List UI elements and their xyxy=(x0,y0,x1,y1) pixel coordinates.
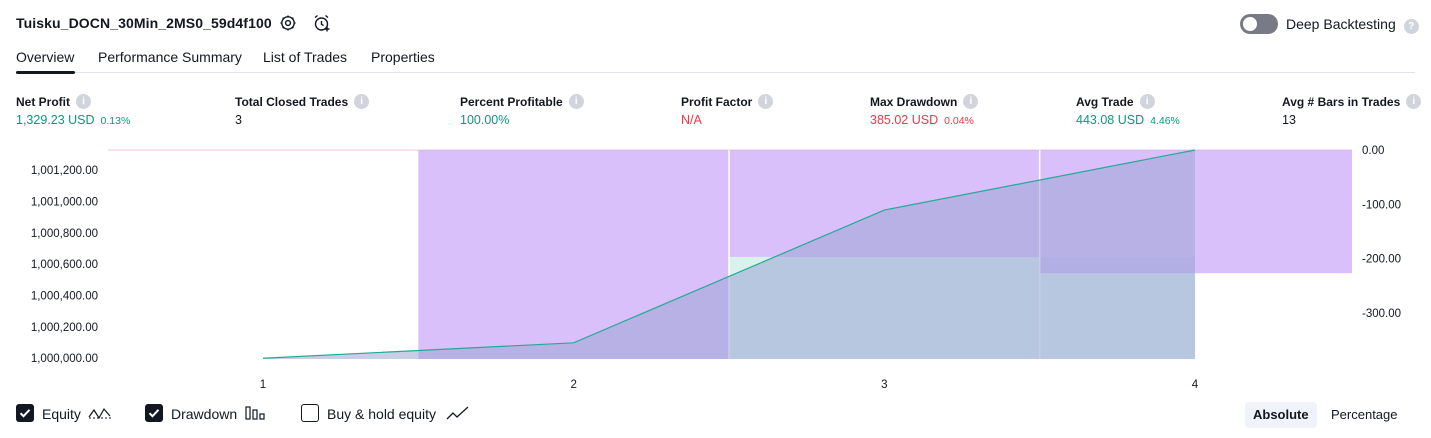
deep-backtesting-label: Deep Backtesting ? xyxy=(1286,16,1419,34)
deep-backtesting-text: Deep Backtesting xyxy=(1286,16,1396,32)
strategy-title: Tuisku_DOCN_30Min_2MS0_59d4f100 xyxy=(16,15,272,31)
x-tick-label: 2 xyxy=(570,379,576,391)
y-right-tick-label: -300.00 xyxy=(1362,308,1401,320)
x-tick-label: 3 xyxy=(881,379,887,391)
deep-backtesting-toggle[interactable] xyxy=(1240,14,1278,34)
stat-total-closed-trades-label: Total Closed Trades i xyxy=(235,94,370,109)
stat-label-text: Profit Factor xyxy=(681,94,753,109)
y-left-tick-label: 1,000,200.00 xyxy=(31,322,98,334)
stat-label-text: Avg # Bars in Trades xyxy=(1282,94,1401,109)
percentage-mode-button[interactable]: Percentage xyxy=(1331,407,1398,422)
stat-avg-trade-value: 443.08 USD 4.46% xyxy=(1076,113,1180,127)
x-tick-label: 4 xyxy=(1192,379,1199,391)
equity-drawdown-chart[interactable]: 1,000,000.00 1,000,200.00 1,000,400.00 1,00… xyxy=(0,140,1431,396)
toggle-knob xyxy=(1243,17,1257,31)
drawdown-bars-icon xyxy=(244,404,268,427)
stat-label-text: Avg Trade xyxy=(1076,94,1134,109)
stat-percent-profitable-label: Percent Profitable i xyxy=(460,94,584,109)
stat-avg-bars-label: Avg # Bars in Trades i xyxy=(1282,94,1422,109)
stat-pct-text: 4.46% xyxy=(1150,115,1180,127)
equity-line-icon xyxy=(88,404,112,427)
stat-max-drawdown-value: 385.02 USD 0.04% xyxy=(870,113,974,127)
equity-area xyxy=(263,150,1196,359)
help-icon[interactable]: ? xyxy=(1403,19,1419,34)
stat-value-text: 13 xyxy=(1282,113,1296,127)
alarm-clock-add-icon[interactable] xyxy=(313,14,331,32)
stat-value-text: 443.08 USD xyxy=(1076,113,1145,127)
stat-avg-trade-label: Avg Trade i xyxy=(1076,94,1155,109)
stat-max-drawdown-label: Max Drawdown i xyxy=(870,94,979,109)
tab-list-of-trades[interactable]: List of Trades xyxy=(263,49,348,65)
info-icon[interactable]: i xyxy=(568,94,584,109)
stat-pct-text: 0.13% xyxy=(100,115,131,127)
tab-properties[interactable]: Properties xyxy=(371,49,435,65)
info-icon[interactable]: i xyxy=(758,94,774,109)
stat-net-profit-value: 1,329.23 USD 0.13% xyxy=(16,113,130,127)
active-tab-indicator xyxy=(16,71,75,74)
y-left-tick-label: 1,000,000.00 xyxy=(31,353,98,365)
y-left-tick-label: 1,001,000.00 xyxy=(31,197,98,209)
stat-value-text: 1,329.23 USD xyxy=(16,113,95,127)
drawdown-toggle-label[interactable]: Drawdown xyxy=(171,406,238,422)
info-icon[interactable]: i xyxy=(963,94,979,109)
x-tick-label: 1 xyxy=(260,379,266,391)
stat-total-closed-trades-value: 3 xyxy=(235,113,242,127)
stat-profit-factor-value: N/A xyxy=(681,113,702,127)
drawdown-checkbox[interactable] xyxy=(145,404,163,422)
y-left-tick-label: 1,000,600.00 xyxy=(31,259,98,271)
y-right-tick-label: 0.00 xyxy=(1362,145,1384,157)
y-right-tick-label: -100.00 xyxy=(1362,199,1401,211)
stat-label-text: Max Drawdown xyxy=(870,94,958,109)
info-icon[interactable]: i xyxy=(1139,94,1155,109)
info-icon[interactable]: i xyxy=(76,94,91,109)
stat-value-text: N/A xyxy=(681,113,702,127)
stat-pct-text: 0.04% xyxy=(944,115,974,127)
absolute-mode-button[interactable]: Absolute xyxy=(1245,402,1317,428)
tab-performance-summary[interactable]: Performance Summary xyxy=(98,49,242,65)
equity-line xyxy=(262,149,1196,359)
stat-avg-bars-value: 13 xyxy=(1282,113,1296,127)
info-icon[interactable]: i xyxy=(354,94,370,109)
buy-hold-checkbox[interactable] xyxy=(301,404,319,422)
y-left-tick-label: 1,000,400.00 xyxy=(31,291,98,303)
stat-label-text: Total Closed Trades xyxy=(235,94,349,109)
buy-hold-line-icon xyxy=(446,404,470,427)
gear-icon[interactable] xyxy=(279,14,297,32)
y-left-tick-label: 1,000,800.00 xyxy=(31,228,98,240)
stat-value-text: 3 xyxy=(235,113,242,127)
stat-label-text: Percent Profitable xyxy=(460,94,563,109)
tabs-divider xyxy=(16,72,1415,73)
tab-overview[interactable]: Overview xyxy=(16,49,75,65)
stat-value-text: 385.02 USD xyxy=(870,113,939,127)
stat-value-text: 100.00% xyxy=(460,113,510,127)
equity-checkbox[interactable] xyxy=(16,404,34,422)
stat-label-text: Net Profit xyxy=(16,94,70,109)
y-left-tick-label: 1,001,200.00 xyxy=(31,165,98,177)
stat-profit-factor-label: Profit Factor i xyxy=(681,94,774,109)
stat-net-profit-label: Net Profit i xyxy=(16,94,91,109)
equity-toggle-label[interactable]: Equity xyxy=(42,406,81,422)
info-icon[interactable]: i xyxy=(1406,94,1422,109)
stat-percent-profitable-value: 100.00% xyxy=(460,113,509,127)
buy-hold-toggle-label[interactable]: Buy & hold equity xyxy=(327,406,436,422)
y-right-tick-label: -200.00 xyxy=(1362,254,1401,266)
